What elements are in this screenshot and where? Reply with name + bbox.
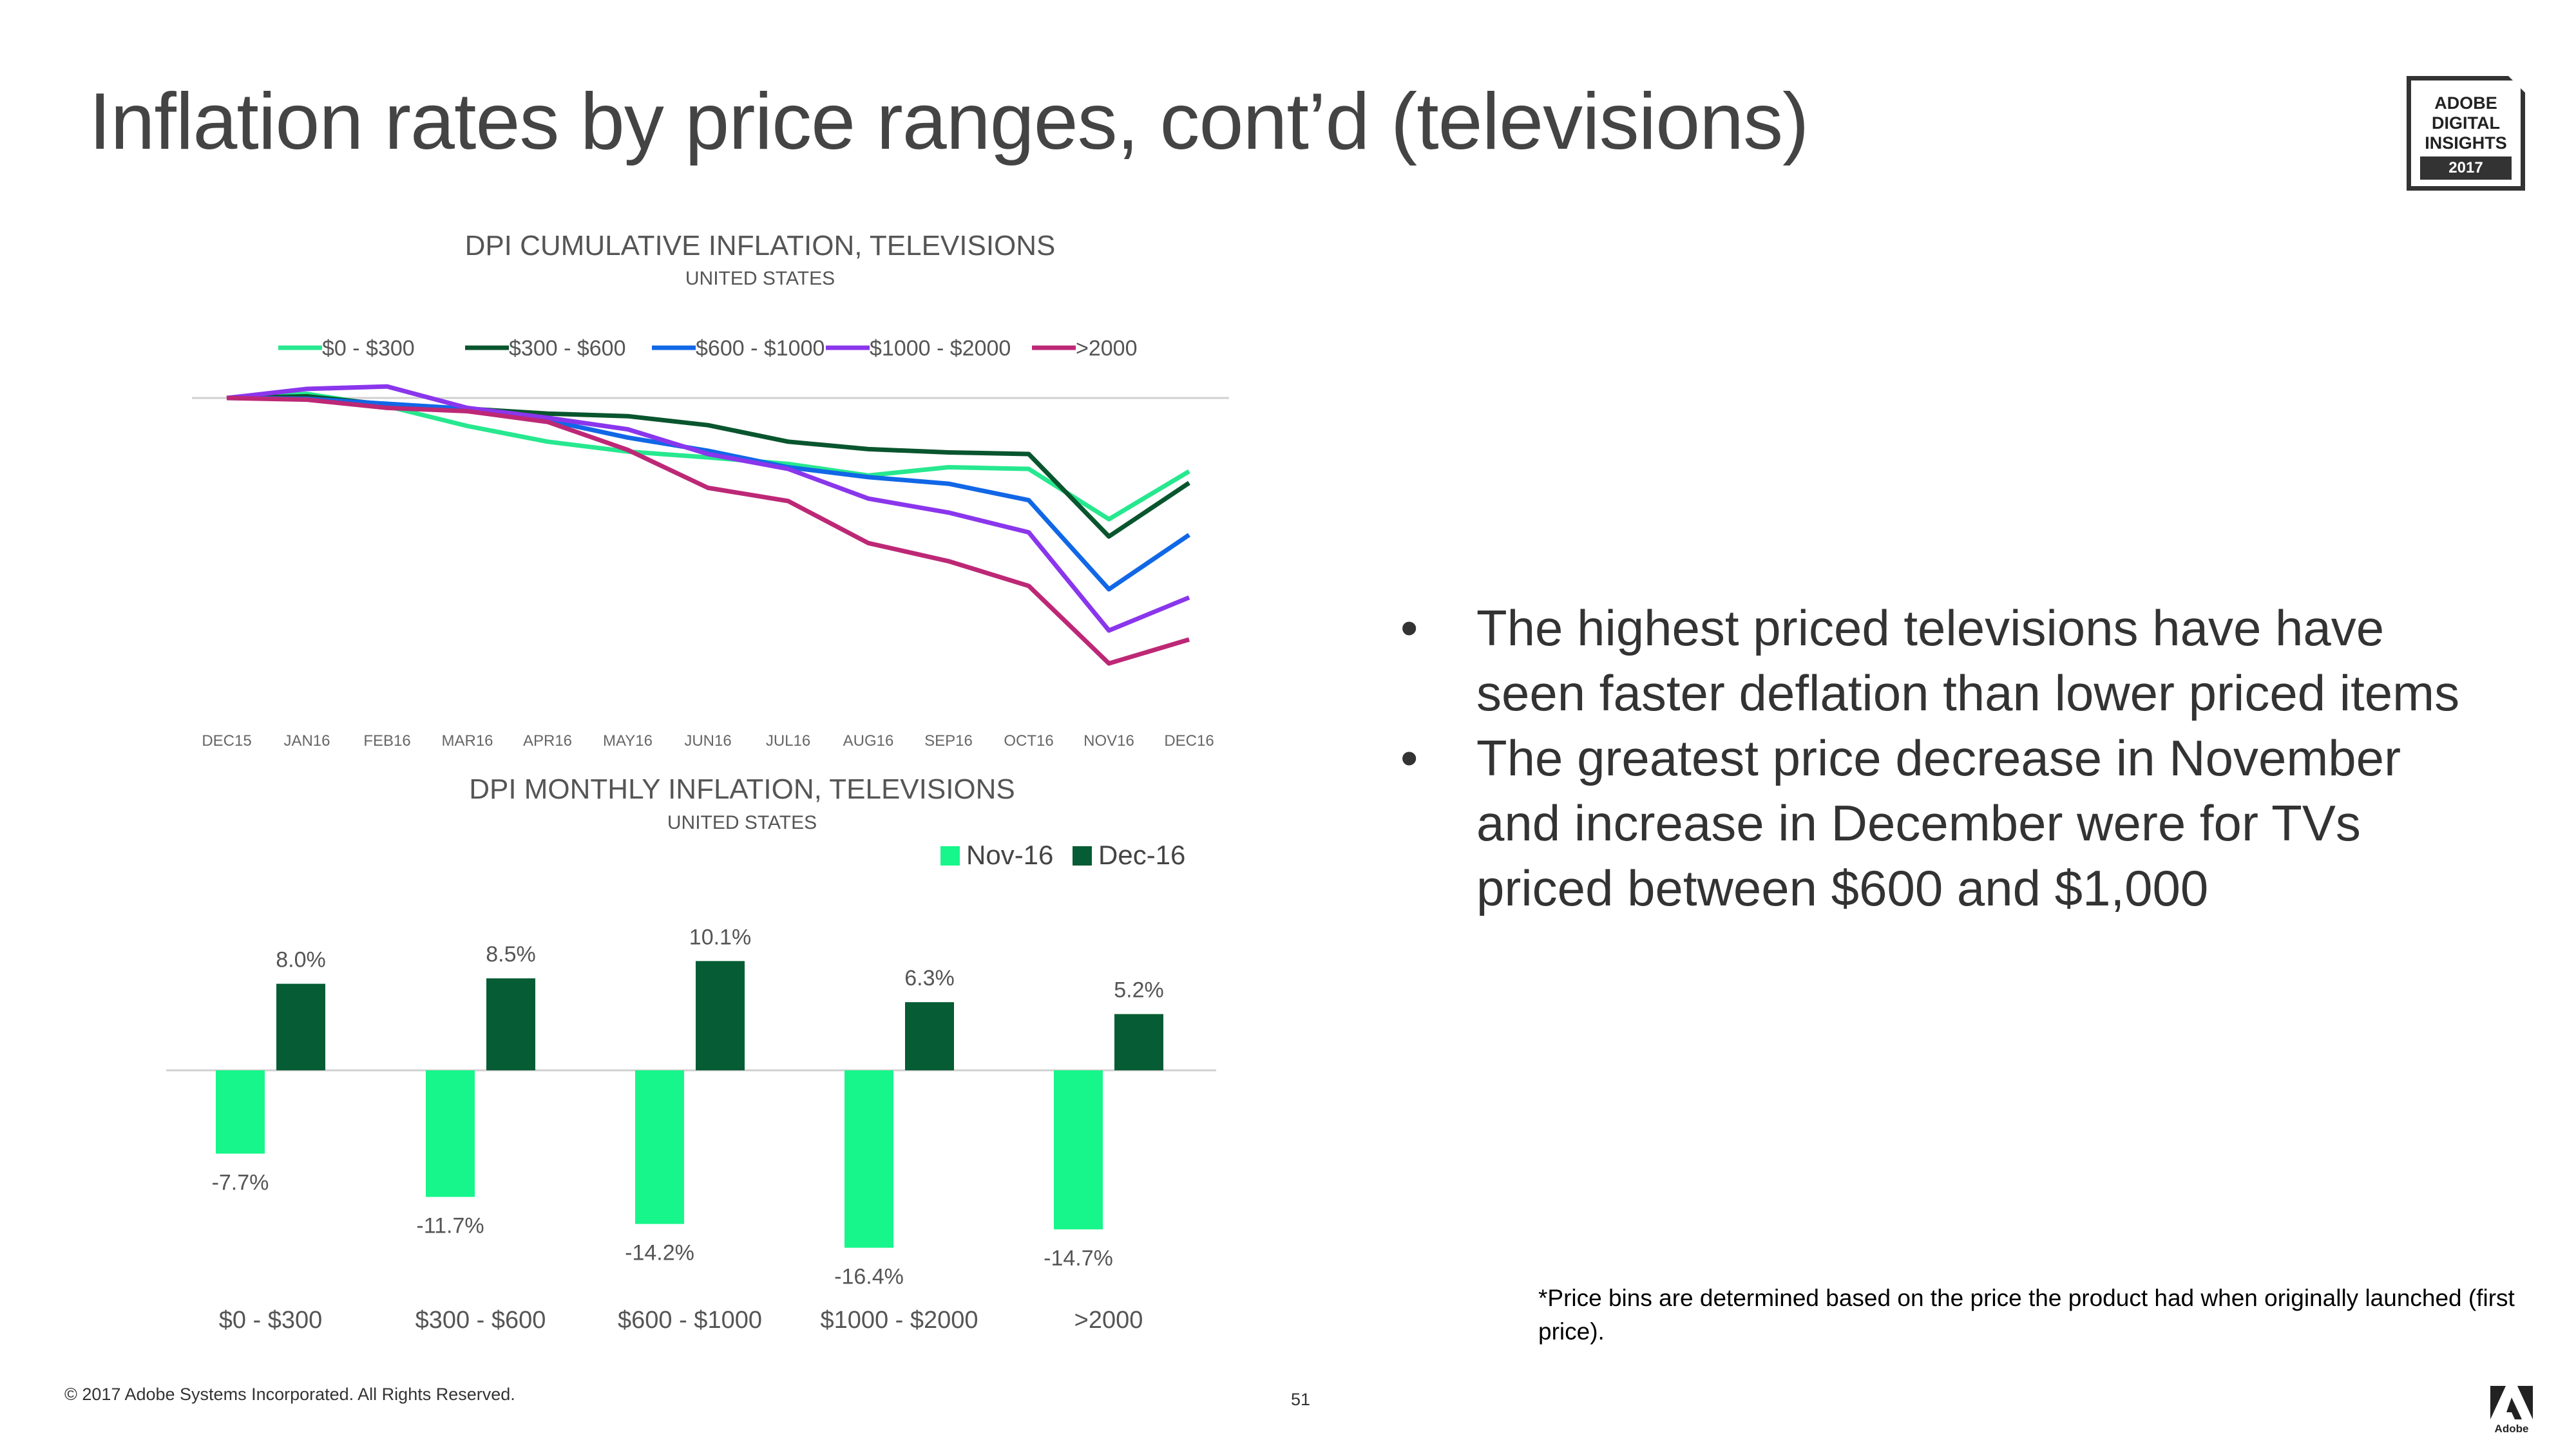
- legend-label-300-600: $300 - $600: [509, 336, 626, 361]
- page-number: 51: [1291, 1390, 1311, 1409]
- legend-label-0-300: $0 - $300: [322, 336, 415, 361]
- badge-line-1: ADOBE: [2434, 93, 2497, 113]
- bullet-glyph: •: [1400, 730, 1418, 786]
- category-label: $600 - $1000: [618, 1307, 762, 1334]
- x-tick-label: APR16: [523, 732, 572, 750]
- adobe-digital-insights-badge: ADOBE DIGITAL INSIGHTS 2017: [2407, 76, 2525, 191]
- key-takeaways: • The highest priced televisions have ha…: [1391, 596, 2486, 921]
- bar-nov-16-0-300: [216, 1070, 265, 1154]
- bar-chart-x-ticks: $0 - $300 $300 - $600 $600 - $1000 $1000 - …: [219, 1307, 1143, 1334]
- data-label: 6.3%: [904, 966, 955, 990]
- category-label: >2000: [1074, 1307, 1143, 1334]
- category-label: $0 - $300: [219, 1307, 323, 1334]
- x-tick-label: DEC16: [1164, 732, 1214, 750]
- bar-dec-16-600-1000: [696, 961, 745, 1070]
- bar-dec-16-300-600: [486, 978, 535, 1070]
- bar-nov-16-600-1000: [635, 1070, 684, 1224]
- bar-chart-legend: Nov-16 Dec-16: [940, 840, 1185, 870]
- line-chart-legend: $0 - $300 $300 - $600 $600 - $1000 $1000 - …: [278, 336, 1138, 361]
- category-label: $1000 - $2000: [820, 1307, 978, 1334]
- legend-label-nov-16: Nov-16: [966, 840, 1053, 870]
- data-label: -16.4%: [834, 1265, 904, 1289]
- x-tick-label: DEC15: [202, 732, 251, 750]
- takeaway-1: • The highest priced televisions have ha…: [1391, 596, 2486, 726]
- copyright: © 2017 Adobe Systems Incorporated. All R…: [64, 1385, 515, 1404]
- legend-swatch-nov-16: [940, 846, 960, 866]
- x-tick-label: JAN16: [283, 732, 330, 750]
- data-label: -11.7%: [416, 1214, 484, 1238]
- footnote: *Price bins are determined based on the …: [1538, 1285, 2515, 1345]
- x-tick-label: NOV16: [1083, 732, 1134, 750]
- legend-label-dec-16: Dec-16: [1098, 840, 1185, 870]
- data-label: 5.2%: [1114, 978, 1164, 1003]
- takeaway-1-text: The highest priced televisions have have…: [1476, 600, 2460, 721]
- line-series-2000: [226, 395, 1190, 666]
- category-label: $300 - $600: [415, 1307, 546, 1334]
- data-label: -14.2%: [625, 1241, 694, 1265]
- cumulative-inflation-line-chart: DPI CUMULATIVE INFLATION, TELEVISIONS UN…: [192, 230, 1229, 750]
- data-label: 8.5%: [486, 942, 536, 967]
- line-chart-title: DPI CUMULATIVE INFLATION, TELEVISIONS: [465, 230, 1056, 261]
- line-chart-x-ticks: DEC15 JAN16 FEB16 MAR16 APR16 MAY16 JUN16 JUL16…: [202, 732, 1214, 750]
- data-label: -7.7%: [212, 1170, 269, 1195]
- x-tick-label: OCT16: [1004, 732, 1053, 750]
- bullet-glyph: •: [1400, 600, 1418, 656]
- legend-label-600-1000: $600 - $1000: [696, 336, 825, 361]
- legend-label-2000: >2000: [1076, 336, 1138, 361]
- line-chart-series: [226, 384, 1190, 666]
- monthly-inflation-bar-chart: DPI MONTHLY INFLATION, TELEVISIONS UNITE…: [166, 773, 1216, 1334]
- data-label: 10.1%: [689, 925, 751, 949]
- bar-nov-16-300-600: [426, 1070, 475, 1197]
- x-tick-label: AUG16: [843, 732, 894, 750]
- bar-dec-16-1000-2000: [905, 1002, 954, 1070]
- line-series-0-300: [226, 392, 1190, 522]
- legend-swatch-dec-16: [1073, 846, 1092, 866]
- badge-corner-fold: [2508, 76, 2525, 93]
- adobe-logo-text: Adobe: [2495, 1423, 2529, 1435]
- bar-dec-16-2000: [1114, 1014, 1163, 1070]
- data-label: -14.7%: [1044, 1246, 1113, 1271]
- adobe-logo-icon: Adobe: [2490, 1386, 2533, 1435]
- slide-title: Inflation rates by price ranges, cont’d …: [89, 77, 1809, 166]
- legend-label-1000-2000: $1000 - $2000: [870, 336, 1011, 361]
- bar-nov-16-1000-2000: [844, 1070, 893, 1248]
- line-chart-subtitle: UNITED STATES: [685, 268, 835, 289]
- x-tick-label: JUL16: [766, 732, 810, 750]
- x-tick-label: MAY16: [603, 732, 653, 750]
- bar-chart-data-labels: -7.7% 8.0% -11.7% 8.5% -14.2% 10.1% -16.4% 6.3%…: [212, 925, 1164, 1289]
- x-tick-label: JUN16: [684, 732, 731, 750]
- line-series-600-1000: [226, 395, 1190, 592]
- x-tick-label: SEP16: [924, 732, 973, 750]
- takeaway-2: • The greatest price decrease in Novembe…: [1391, 726, 2486, 921]
- bar-chart-subtitle: UNITED STATES: [667, 812, 817, 833]
- bar-nov-16-2000: [1054, 1070, 1103, 1229]
- bar-dec-16-0-300: [276, 983, 325, 1070]
- data-label: 8.0%: [276, 948, 326, 972]
- badge-year: 2017: [2420, 156, 2512, 180]
- bar-chart-bars: [216, 961, 1163, 1248]
- x-tick-label: MAR16: [441, 732, 493, 750]
- takeaway-2-text: The greatest price decrease in November …: [1476, 730, 2401, 916]
- x-tick-label: FEB16: [363, 732, 410, 750]
- line-series-1000-2000: [226, 384, 1190, 633]
- badge-line-3: INSIGHTS: [2425, 133, 2507, 153]
- badge-line-2: DIGITAL: [2432, 113, 2500, 133]
- bar-chart-title: DPI MONTHLY INFLATION, TELEVISIONS: [469, 773, 1015, 805]
